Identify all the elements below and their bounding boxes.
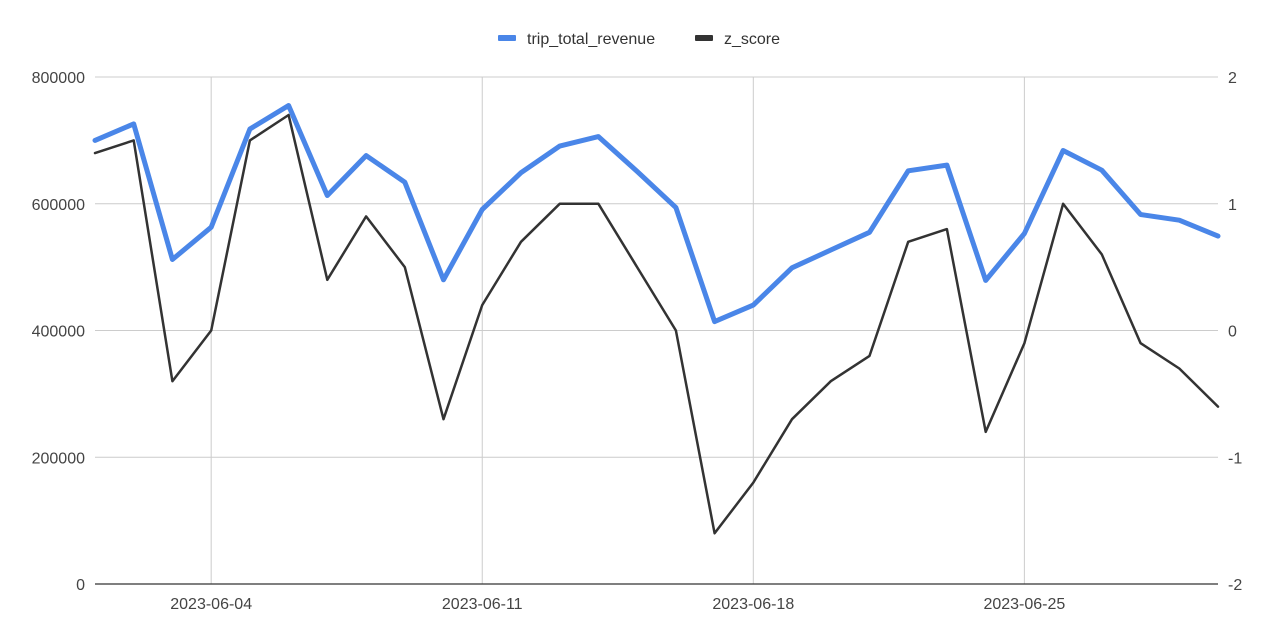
x-tick-label: 2023-06-18 xyxy=(712,596,794,613)
y-right-tick-label: -1 xyxy=(1228,450,1242,467)
y-left-tick-label: 400000 xyxy=(32,324,85,341)
y-right-tick-label: 0 xyxy=(1228,324,1237,341)
x-tick-label: 2023-06-11 xyxy=(442,596,523,613)
y-right-tick-label: 1 xyxy=(1228,197,1237,214)
y-right-tick-label: 2 xyxy=(1228,70,1237,87)
legend-item-z-score[interactable]: z_score xyxy=(695,31,780,48)
series-lines xyxy=(92,103,1221,535)
legend-label: trip_total_revenue xyxy=(527,31,655,48)
y-left-tick-label: 800000 xyxy=(32,70,85,87)
y-left-tick-label: 600000 xyxy=(32,197,85,214)
axes: 800000 600000 400000 200000 0 2 1 0 -1 -2 2023-06-… xyxy=(32,70,1243,613)
y-right-tick-label: -2 xyxy=(1228,577,1242,594)
legend-swatch xyxy=(498,35,516,41)
gridlines xyxy=(95,76,1218,584)
legend[interactable]: trip_total_revenue z_score xyxy=(498,31,780,48)
x-tick-label: 2023-06-04 xyxy=(170,596,252,613)
y-left-tick-label: 200000 xyxy=(32,450,85,467)
legend-item-trip-total-revenue[interactable]: trip_total_revenue xyxy=(498,31,655,48)
series-line-trip-total-revenue xyxy=(92,103,1221,325)
legend-label: z_score xyxy=(724,31,780,48)
series-line-z-score xyxy=(93,113,1220,535)
legend-swatch xyxy=(695,35,713,41)
y-left-tick-label: 0 xyxy=(76,577,85,594)
x-tick-label: 2023-06-25 xyxy=(983,596,1065,613)
